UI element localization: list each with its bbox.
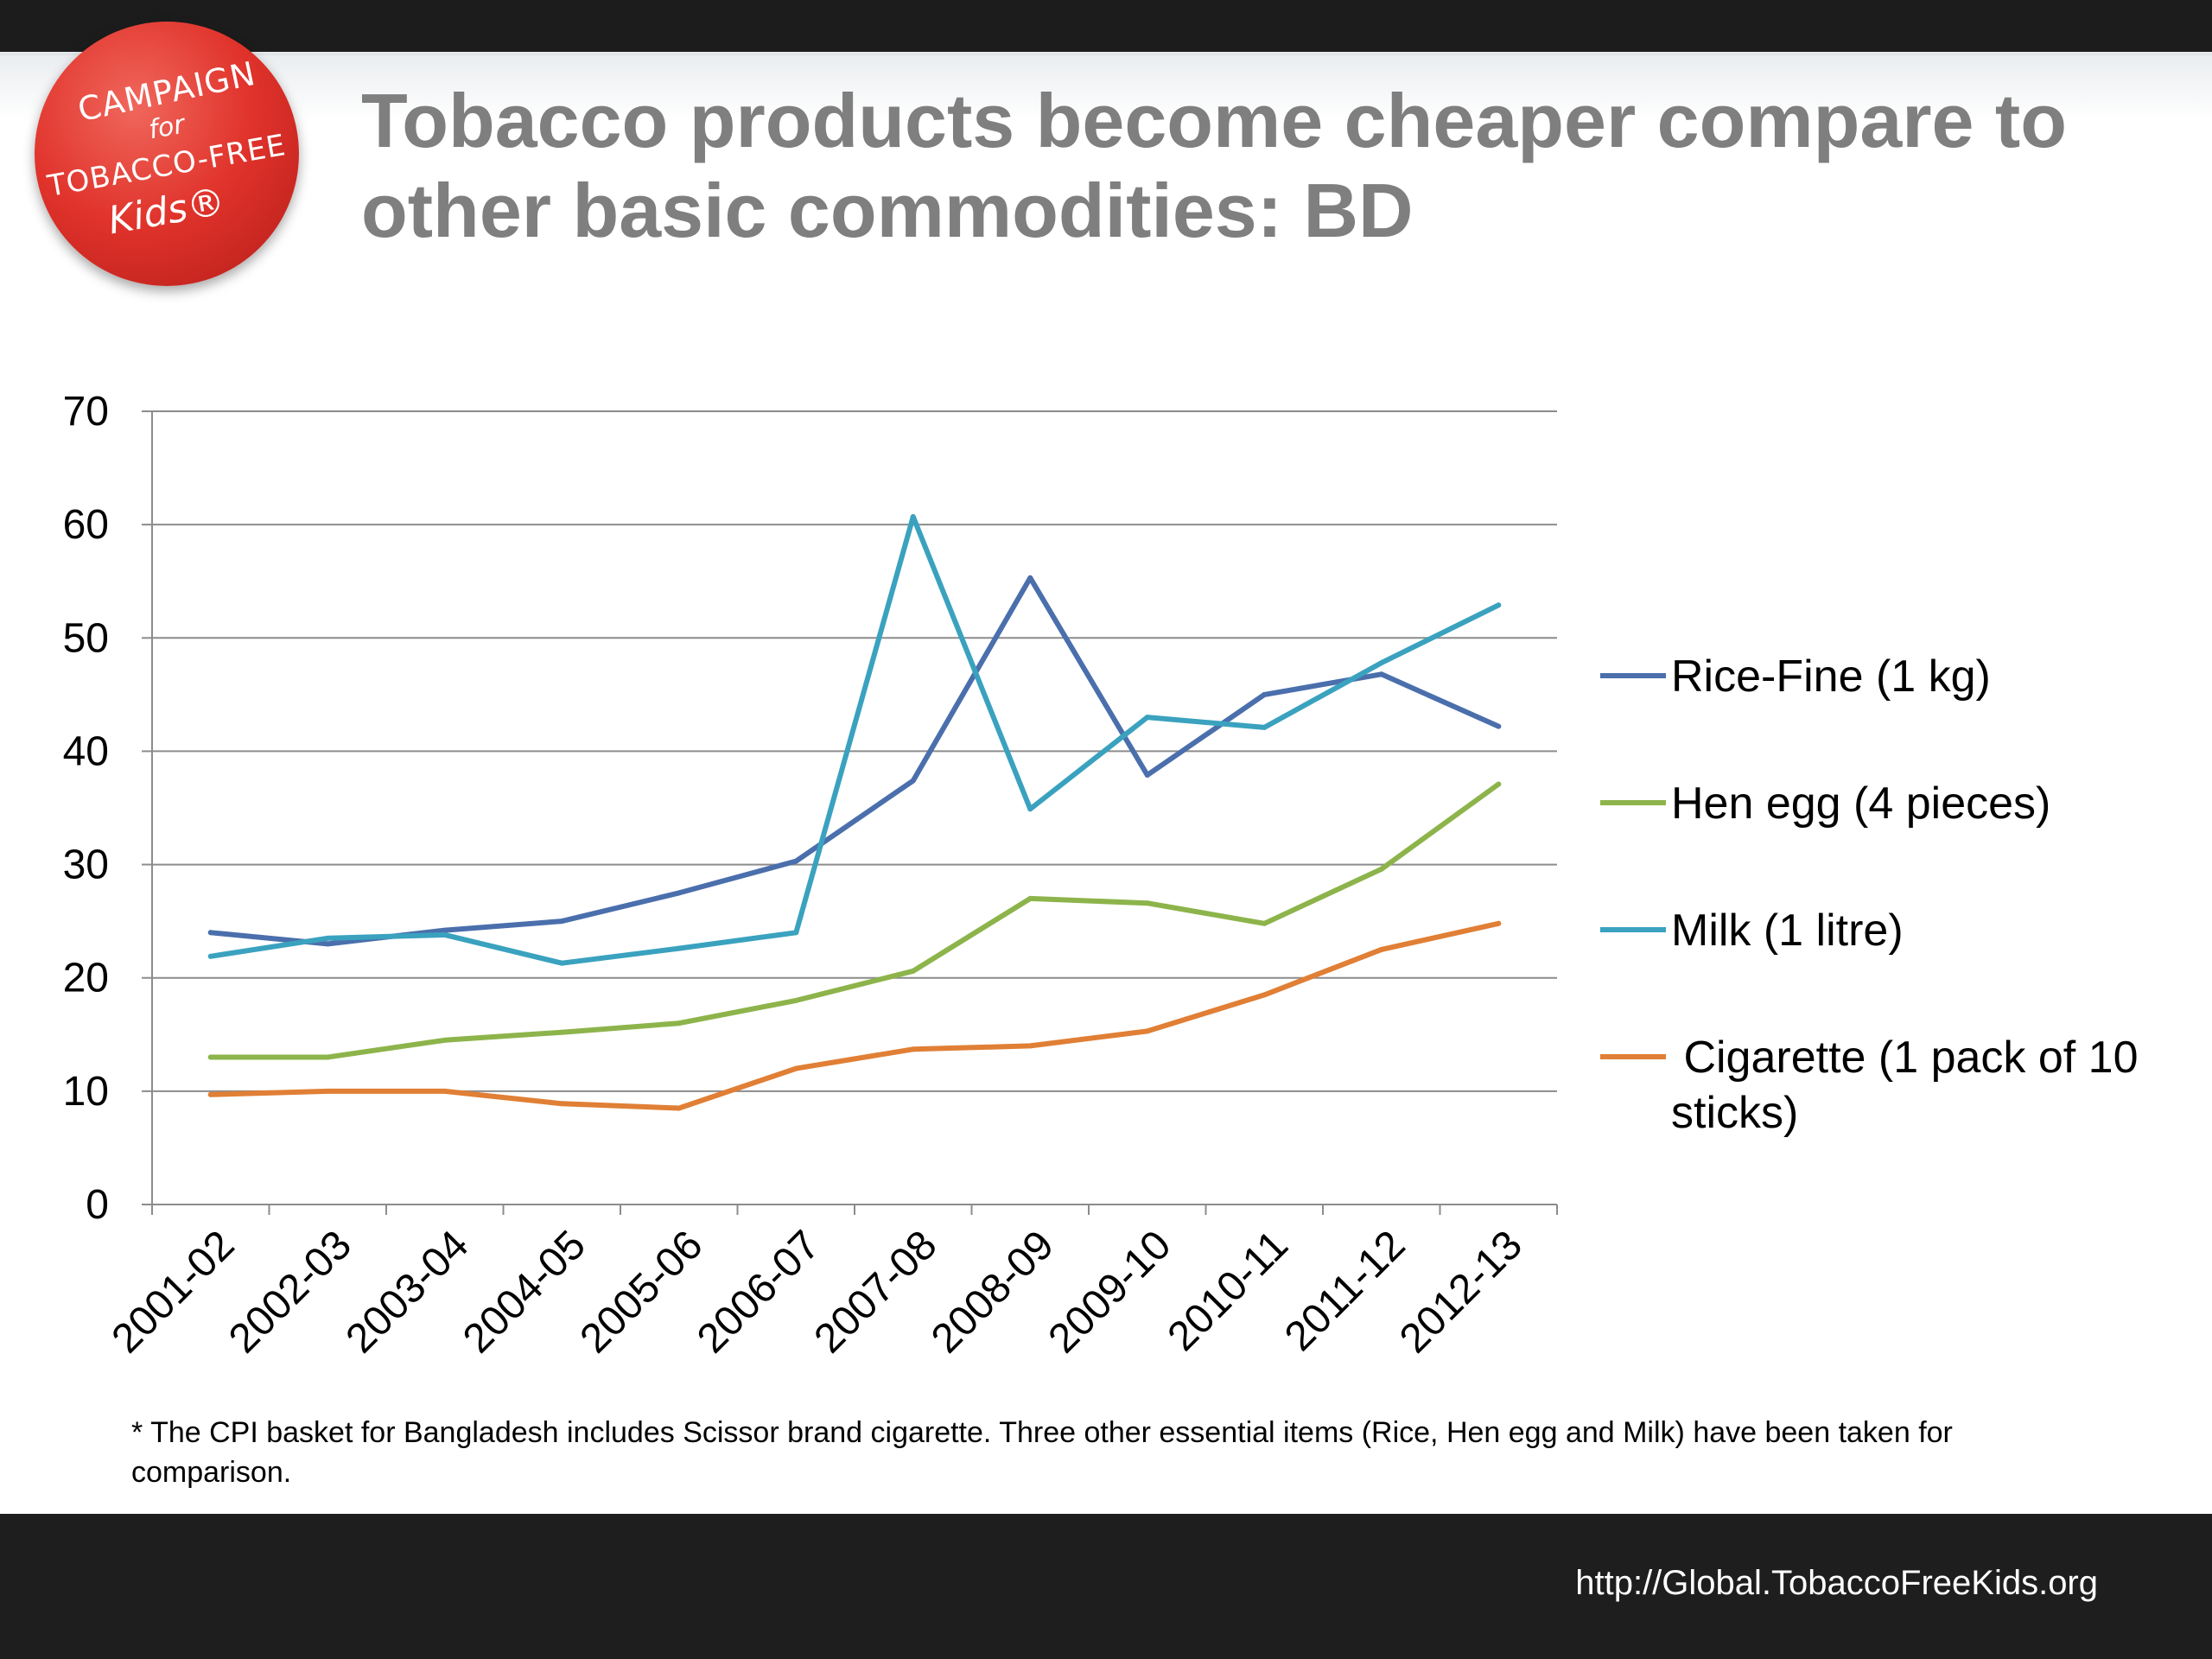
series-line-3: [207, 920, 1502, 1111]
data-point: [676, 1020, 682, 1027]
y-tick-label: 70: [63, 389, 109, 435]
y-tick-label: 0: [86, 1182, 109, 1228]
legend: Rice-Fine (1 kg) Hen egg (4 pieces) Milk (…: [1600, 652, 2139, 1138]
data-point: [793, 1065, 799, 1071]
x-tick-label: 2004-05: [454, 1222, 594, 1362]
data-point: [207, 1054, 213, 1060]
top-border: [0, 0, 2212, 55]
data-point: [676, 945, 682, 951]
data-point: [559, 918, 565, 925]
data-point: [1496, 723, 1502, 729]
y-tick-label: 30: [63, 842, 109, 888]
data-point: [1144, 1028, 1150, 1034]
data-point: [1496, 602, 1502, 608]
data-point: [1144, 772, 1150, 778]
campaign-logo: CAMPAIGN for TOBACCO-FREE Kids®: [35, 22, 299, 286]
data-point: [1027, 806, 1033, 812]
x-tick-label: 2010-11: [1160, 1222, 1298, 1360]
x-tick-label: 2008-09: [923, 1222, 1063, 1362]
x-tick-label: 2005-06: [571, 1222, 711, 1362]
y-tick-label: 10: [63, 1069, 109, 1115]
x-tick-label: 2007-08: [805, 1222, 945, 1362]
x-tick-label: 2011-12: [1276, 1222, 1414, 1360]
data-point: [325, 1054, 331, 1060]
top-border-fade: [0, 52, 2212, 121]
y-tick-label: 20: [63, 956, 109, 1001]
data-point: [559, 1029, 565, 1035]
data-point: [1378, 946, 1384, 952]
data-point: [1262, 992, 1268, 998]
y-tick-label: 50: [63, 615, 109, 661]
data-point: [1496, 920, 1502, 926]
legend-label: Milk (1 litre): [1671, 906, 1904, 956]
data-point: [910, 1046, 916, 1052]
data-point: [1144, 900, 1150, 906]
data-point: [1262, 724, 1268, 730]
data-point: [325, 935, 331, 941]
data-point: [793, 997, 799, 1003]
data-point: [1378, 866, 1384, 872]
x-tick-label: 2003-04: [337, 1222, 477, 1362]
data-point: [676, 1105, 682, 1111]
data-point: [1378, 660, 1384, 666]
series-line-2: [207, 514, 1502, 966]
slide-title: Tobacco products become cheaper compare …: [361, 78, 2067, 253]
legend-label: Rice-Fine (1 kg): [1671, 652, 1991, 702]
data-point: [676, 890, 682, 896]
data-point: [207, 1091, 213, 1097]
bottom-border: [0, 1514, 2212, 1659]
footnote: * The CPI basket for Bangladesh includes…: [131, 1416, 1953, 1489]
series-lines: [207, 513, 1502, 1111]
data-point: [1027, 895, 1033, 901]
series-line-0: [207, 575, 1502, 947]
data-point: [325, 1088, 331, 1094]
data-point: [325, 941, 331, 947]
data-point: [442, 1037, 448, 1043]
data-point: [1262, 920, 1268, 926]
data-point: [793, 930, 799, 936]
data-point: [442, 927, 448, 933]
data-point: [1262, 691, 1268, 697]
data-point: [1496, 781, 1502, 787]
data-point: [1027, 1043, 1033, 1049]
legend-label: Cigarette (1 pack of 10 sticks): [1671, 1033, 2139, 1138]
gridlines: [152, 410, 1557, 1092]
legend-label: Hen egg (4 pieces): [1671, 779, 2050, 829]
data-point: [207, 930, 213, 936]
data-point: [1378, 671, 1384, 677]
data-point: [442, 931, 448, 938]
data-point: [793, 858, 799, 864]
data-point: [559, 960, 565, 966]
data-point: [559, 1101, 565, 1107]
series-line-1: [207, 781, 1502, 1060]
data-point: [910, 968, 916, 974]
y-tick-label: 60: [63, 502, 109, 548]
x-tick-label: 2002-03: [220, 1222, 360, 1362]
x-tick-label: 2001-02: [103, 1222, 243, 1362]
data-point: [1144, 715, 1150, 721]
data-point: [442, 1088, 448, 1094]
x-tick-label: 2009-10: [1039, 1222, 1179, 1362]
x-tick-label: 2006-07: [689, 1222, 829, 1362]
data-point: [207, 953, 213, 959]
website-url[interactable]: http://Global.TobaccoFreeKids.org: [1575, 1564, 2098, 1602]
data-point: [1027, 575, 1033, 581]
data-point: [910, 513, 916, 519]
y-tick-label: 40: [63, 728, 109, 774]
x-tick-label: 2012-13: [1391, 1222, 1531, 1362]
data-point: [910, 778, 916, 784]
